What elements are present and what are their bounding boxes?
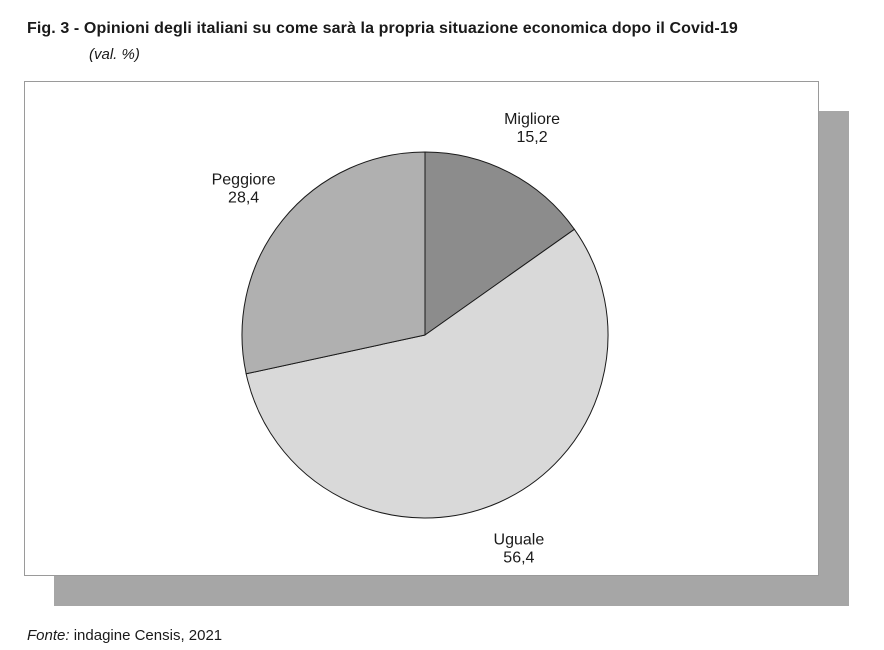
chart-panel: Migliore 15,2 Uguale 56,4 Peggiore 28,4 — [24, 81, 819, 576]
figure-title: Fig. 3 - Opinioni degli italiani su come… — [27, 20, 738, 37]
pie-slice-uguale — [245, 228, 609, 519]
pie-label-value: 56,4 — [503, 549, 534, 566]
pie-label-peggiore: Peggiore 28,4 — [212, 172, 276, 207]
pie-slices — [241, 151, 609, 519]
pie-label-uguale: Uguale 56,4 — [494, 531, 545, 566]
pie-label-name: Peggiore — [212, 172, 276, 189]
pie-slice-migliore — [424, 151, 576, 336]
pie-labels: Migliore 15,2 Uguale 56,4 Peggiore 28,4 — [212, 111, 561, 566]
figure-subtitle: (val. %) — [89, 46, 140, 63]
pie-label-name: Uguale — [494, 531, 545, 548]
pie-slice-peggiore — [241, 151, 426, 375]
pie-label-name: Migliore — [504, 111, 560, 128]
pie-label-migliore: Migliore 15,2 — [504, 111, 560, 146]
pie-chart: Migliore 15,2 Uguale 56,4 Peggiore 28,4 — [212, 111, 609, 566]
source-note: Fonte: indagine Censis, 2021 — [27, 627, 222, 644]
source-prefix: Fonte: — [27, 627, 70, 644]
pie-label-value: 15,2 — [517, 129, 548, 146]
pie-label-value: 28,4 — [228, 190, 259, 207]
source-text: indagine Censis, 2021 — [73, 627, 223, 644]
